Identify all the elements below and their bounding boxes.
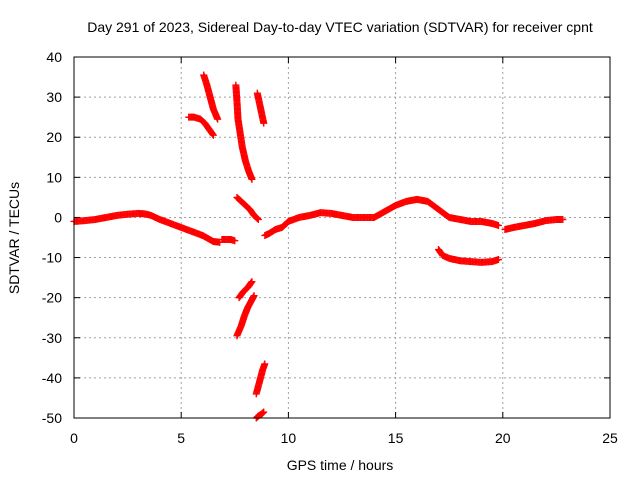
y-tick-label: 30	[46, 89, 62, 105]
series-mid-arc	[261, 195, 503, 239]
x-axis-label: GPS time / hours	[287, 457, 394, 473]
series-flat-25	[185, 113, 217, 139]
x-tick-label: 10	[281, 430, 297, 446]
series-steep-down-2	[232, 81, 256, 183]
data-point	[559, 215, 567, 223]
x-tick-label: 15	[388, 430, 404, 446]
data-point	[214, 115, 222, 123]
series-steep-up-1	[200, 71, 222, 123]
series-end-arc	[501, 215, 567, 233]
x-tick-label: 0	[70, 430, 78, 446]
series-dip-arc	[434, 246, 503, 266]
x-tick-label: 25	[602, 430, 618, 446]
y-axis-label: SDTVAR / TECUs	[6, 182, 22, 294]
grid	[74, 57, 610, 418]
x-tick-labels: 0 5 10 15 20 25	[70, 430, 618, 446]
y-tick-label: -30	[42, 330, 62, 346]
y-tick-label: -50	[42, 410, 62, 426]
data-point	[260, 119, 268, 127]
y-tick-label: -20	[42, 290, 62, 306]
data-point	[248, 278, 256, 286]
data-points	[70, 71, 567, 422]
series-short-down	[233, 193, 262, 223]
data-point	[254, 215, 262, 223]
data-point	[231, 237, 239, 245]
data-point	[258, 409, 266, 417]
data-point	[248, 175, 256, 183]
chart-title: Day 291 of 2023, Sidereal Day-to-day VTE…	[87, 19, 593, 35]
data-point	[495, 256, 503, 264]
plot-border	[73, 56, 611, 419]
series-steep-up-3	[253, 89, 268, 127]
series-low-arc-2	[233, 292, 258, 340]
y-tick-label: 10	[46, 169, 62, 185]
y-tick-label: 20	[46, 129, 62, 145]
data-point	[495, 221, 503, 229]
y-tick-label: 40	[46, 49, 62, 65]
y-tick-label: -40	[42, 370, 62, 386]
series-low-arc-1	[235, 278, 256, 302]
data-point	[260, 408, 268, 416]
series-main-arc	[70, 209, 224, 246]
x-tick-label: 5	[177, 430, 185, 446]
series-cluster-7h	[218, 236, 239, 245]
data-point	[209, 131, 217, 139]
data-point	[250, 292, 258, 300]
y-tick-label: 0	[54, 209, 62, 225]
data-point	[254, 215, 262, 223]
data-point	[261, 360, 269, 368]
series-low-arc-3	[252, 360, 269, 398]
x-tick-label: 20	[495, 430, 511, 446]
y-tick-labels: -50 -40 -30 -20 -10 0 10 20 30 40	[42, 49, 62, 426]
y-tick-label: -10	[42, 250, 62, 266]
data-point	[259, 409, 267, 417]
